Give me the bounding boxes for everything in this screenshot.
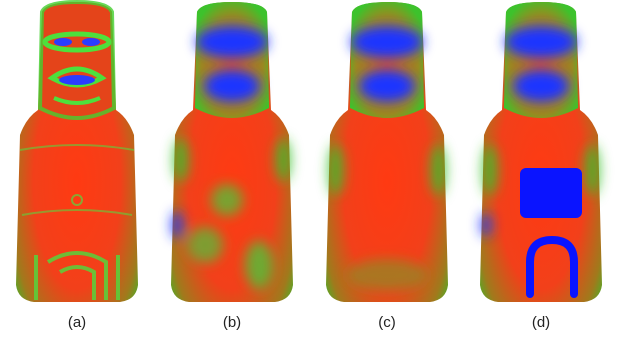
- panel-c: (c): [310, 0, 464, 338]
- caption-d: (d): [531, 314, 551, 331]
- statue-figure-b: [171, 2, 293, 302]
- caption-b: (b): [222, 314, 242, 331]
- statue-figure-a: [16, 0, 138, 302]
- marked-region-arch: [526, 235, 578, 298]
- panel-d: (d): [464, 0, 618, 338]
- marked-region-chest: [520, 168, 582, 218]
- statue-figure-d: [480, 2, 602, 302]
- panel-a: (a): [0, 0, 154, 338]
- panel-b: (b): [155, 0, 309, 338]
- caption-c: (c): [378, 314, 396, 331]
- statue-figure-c: [326, 2, 448, 302]
- caption-a: (a): [67, 314, 87, 331]
